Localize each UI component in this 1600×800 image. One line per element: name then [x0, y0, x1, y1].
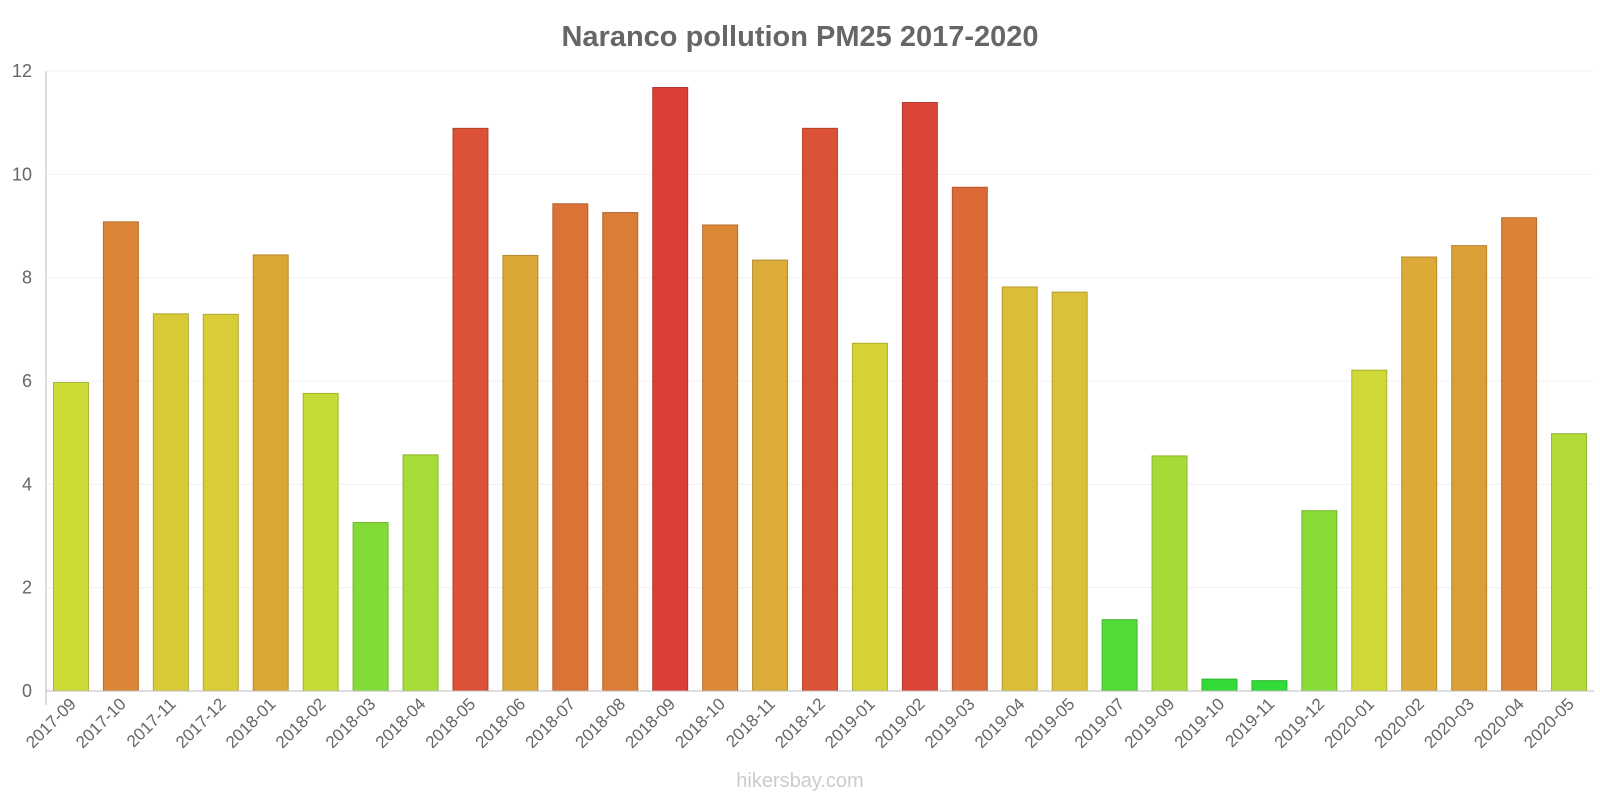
x-tick-label: 2019-11 — [1222, 694, 1279, 751]
x-tick-label: 2018-06 — [472, 694, 530, 752]
y-tick-label: 8 — [22, 268, 32, 288]
x-tick-label: 2020-01 — [1321, 694, 1379, 752]
bar-2017-10[interactable] — [102, 221, 139, 692]
bar-2019-03[interactable] — [951, 186, 988, 692]
x-tick-label: 2019-04 — [971, 694, 1029, 752]
bar-2018-08[interactable] — [602, 212, 639, 692]
x-tick-label: 2017-10 — [72, 694, 130, 752]
x-tick-label: 2019-07 — [1071, 694, 1129, 752]
bar-2018-12[interactable] — [802, 127, 838, 692]
bar-2018-05[interactable] — [452, 127, 489, 692]
bar-2018-07[interactable] — [552, 203, 589, 692]
x-tick-label: 2018-01 — [222, 694, 280, 752]
x-tick-label: 2018-05 — [422, 694, 480, 752]
x-tick-label: 2020-02 — [1371, 694, 1429, 752]
bar-2018-01[interactable] — [252, 254, 289, 692]
y-tick-label: 12 — [12, 61, 32, 81]
x-tick-label: 2017-11 — [123, 694, 180, 751]
x-tick-label: 2019-01 — [821, 694, 879, 752]
x-tick-label: 2017-09 — [22, 694, 80, 752]
x-tick-label: 2019-10 — [1171, 694, 1229, 752]
x-tick-label: 2020-04 — [1470, 694, 1528, 752]
bar-2018-04[interactable] — [402, 454, 439, 692]
bar-2020-03[interactable] — [1451, 245, 1488, 692]
bar-2019-05[interactable] — [1051, 291, 1088, 692]
bar-2019-01[interactable] — [851, 342, 888, 692]
x-tick-label: 2018-03 — [322, 694, 380, 752]
bar-2019-09[interactable] — [1151, 455, 1188, 692]
x-tick-label: 2018-02 — [272, 694, 330, 752]
bar-2018-10[interactable] — [702, 224, 739, 692]
bar-2019-10[interactable] — [1201, 678, 1238, 692]
x-tick-label: 2019-03 — [921, 694, 979, 752]
x-tick-label: 2019-05 — [1021, 694, 1079, 752]
x-tick-label: 2018-09 — [621, 694, 679, 752]
x-tick-label: 2018-12 — [771, 694, 829, 752]
y-tick-label: 2 — [22, 578, 32, 598]
x-tick-label: 2019-09 — [1121, 694, 1179, 752]
bar-2020-05[interactable] — [1551, 433, 1588, 692]
bars — [52, 87, 1588, 692]
x-tick-label: 2018-04 — [372, 694, 430, 752]
bar-2019-04[interactable] — [1001, 286, 1038, 692]
y-axis-ticks: 0 2 4 6 8 10 12 — [12, 61, 32, 701]
y-tick-label: 6 — [22, 371, 32, 391]
bar-2020-04[interactable] — [1501, 217, 1538, 692]
bar-2019-07[interactable] — [1101, 619, 1138, 692]
bar-2017-12[interactable] — [202, 313, 239, 692]
y-tick-label: 10 — [12, 164, 32, 184]
x-tick-label: 2018-08 — [572, 694, 630, 752]
bar-2019-12[interactable] — [1301, 510, 1338, 692]
x-tick-label: 2018-11 — [722, 694, 779, 751]
bar-2017-09[interactable] — [52, 382, 89, 692]
x-tick-label: 2018-07 — [522, 694, 580, 752]
bar-2020-01[interactable] — [1351, 369, 1388, 692]
watermark: hikersbay.com — [736, 770, 863, 792]
x-tick-label: 2018-10 — [671, 694, 729, 752]
bar-2018-11[interactable] — [752, 259, 789, 692]
x-tick-label: 2017-12 — [172, 694, 230, 752]
chart-title: Naranco pollution PM25 2017-2020 — [561, 21, 1038, 53]
x-tick-label: 2020-05 — [1520, 694, 1578, 752]
bar-2019-11[interactable] — [1251, 680, 1288, 692]
bar-2018-06[interactable] — [502, 254, 539, 692]
x-tick-label: 2019-12 — [1271, 694, 1329, 752]
x-axis-ticks: 2017-092017-102017-112017-122018-012018-… — [22, 694, 1578, 752]
bar-2020-02[interactable] — [1401, 256, 1438, 692]
bar-2018-03[interactable] — [352, 522, 389, 692]
y-tick-label: 0 — [22, 681, 32, 701]
bar-2017-11[interactable] — [152, 313, 189, 692]
bar-2018-02[interactable] — [302, 392, 339, 692]
bar-2019-02[interactable] — [901, 102, 938, 692]
x-tick-label: 2020-03 — [1420, 694, 1478, 752]
bar-2018-09[interactable] — [652, 87, 689, 692]
y-tick-label: 4 — [22, 474, 32, 494]
x-tick-label: 2019-02 — [871, 694, 929, 752]
